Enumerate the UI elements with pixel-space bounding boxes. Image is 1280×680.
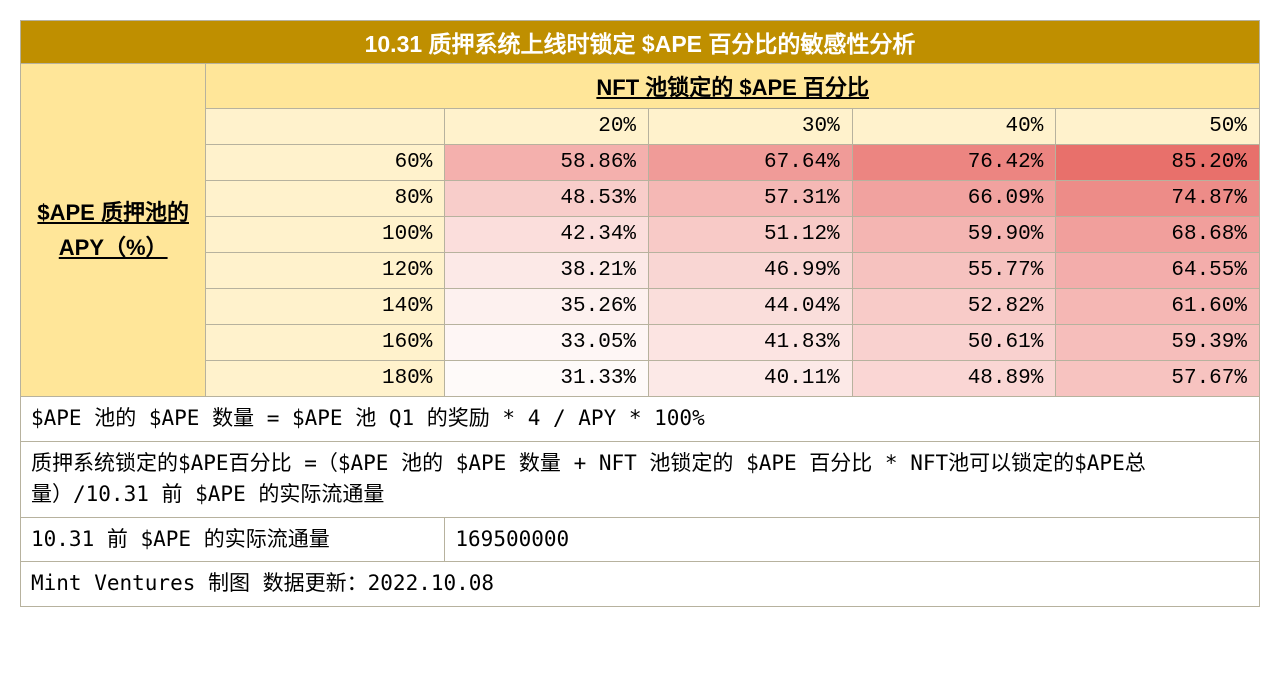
col-axis-label: NFT 池锁定的 $APE 百分比 bbox=[206, 64, 1260, 109]
formula-row-2: 质押系统锁定的$APE百分比 =（$APE 池的 $APE 数量 + NFT 池… bbox=[21, 441, 1260, 517]
data-cell: 41.83% bbox=[649, 325, 853, 361]
data-cell: 59.90% bbox=[852, 217, 1056, 253]
row-header: 120% bbox=[206, 253, 445, 289]
data-cell: 74.87% bbox=[1056, 181, 1260, 217]
formula-1: $APE 池的 $APE 数量 = $APE 池 Q1 的奖励 * 4 / AP… bbox=[21, 397, 1260, 442]
formula-2: 质押系统锁定的$APE百分比 =（$APE 池的 $APE 数量 + NFT 池… bbox=[21, 441, 1260, 517]
data-row: 120% 38.21% 46.99% 55.77% 64.55% bbox=[21, 253, 1260, 289]
data-cell: 61.60% bbox=[1056, 289, 1260, 325]
title-row: 10.31 质押系统上线时锁定 $APE 百分比的敏感性分析 bbox=[21, 21, 1260, 64]
data-row: 80% 48.53% 57.31% 66.09% 74.87% bbox=[21, 181, 1260, 217]
data-cell: 57.31% bbox=[649, 181, 853, 217]
supply-label: 10.31 前 $APE 的实际流通量 bbox=[21, 517, 445, 562]
data-cell: 52.82% bbox=[852, 289, 1056, 325]
row-header: 80% bbox=[206, 181, 445, 217]
data-cell: 33.05% bbox=[445, 325, 649, 361]
col-headers-row: 20% 30% 40% 50% bbox=[21, 109, 1260, 145]
data-cell: 48.89% bbox=[852, 361, 1056, 397]
data-cell: 55.77% bbox=[852, 253, 1056, 289]
data-row: 140% 35.26% 44.04% 52.82% 61.60% bbox=[21, 289, 1260, 325]
corner-cell bbox=[206, 109, 445, 145]
data-cell: 40.11% bbox=[649, 361, 853, 397]
data-row: 180% 31.33% 40.11% 48.89% 57.67% bbox=[21, 361, 1260, 397]
data-cell: 50.61% bbox=[852, 325, 1056, 361]
data-cell: 64.55% bbox=[1056, 253, 1260, 289]
row-header: 160% bbox=[206, 325, 445, 361]
data-cell: 38.21% bbox=[445, 253, 649, 289]
data-cell: 44.04% bbox=[649, 289, 853, 325]
data-cell: 76.42% bbox=[852, 145, 1056, 181]
col-header: 20% bbox=[445, 109, 649, 145]
col-header: 40% bbox=[852, 109, 1056, 145]
row-header: 60% bbox=[206, 145, 445, 181]
col-header: 30% bbox=[649, 109, 853, 145]
row-header: 180% bbox=[206, 361, 445, 397]
data-cell: 59.39% bbox=[1056, 325, 1260, 361]
data-cell: 46.99% bbox=[649, 253, 853, 289]
formula-row-1: $APE 池的 $APE 数量 = $APE 池 Q1 的奖励 * 4 / AP… bbox=[21, 397, 1260, 442]
data-cell: 35.26% bbox=[445, 289, 649, 325]
data-cell: 31.33% bbox=[445, 361, 649, 397]
data-cell: 66.09% bbox=[852, 181, 1056, 217]
data-cell: 58.86% bbox=[445, 145, 649, 181]
data-cell: 68.68% bbox=[1056, 217, 1260, 253]
col-header: 50% bbox=[1056, 109, 1260, 145]
data-row: 100% 42.34% 51.12% 59.90% 68.68% bbox=[21, 217, 1260, 253]
row-header: 140% bbox=[206, 289, 445, 325]
row-axis-label: $APE 质押池的 APY（%） bbox=[21, 64, 206, 397]
data-cell: 67.64% bbox=[649, 145, 853, 181]
col-axis-row: $APE 质押池的 APY（%） NFT 池锁定的 $APE 百分比 bbox=[21, 64, 1260, 109]
data-cell: 51.12% bbox=[649, 217, 853, 253]
credit-text: Mint Ventures 制图 数据更新：2022.10.08 bbox=[21, 562, 1260, 607]
supply-value: 169500000 bbox=[445, 517, 1260, 562]
data-cell: 85.20% bbox=[1056, 145, 1260, 181]
data-row: 160% 33.05% 41.83% 50.61% 59.39% bbox=[21, 325, 1260, 361]
data-cell: 42.34% bbox=[445, 217, 649, 253]
supply-row: 10.31 前 $APE 的实际流通量 169500000 bbox=[21, 517, 1260, 562]
data-row: 60% 58.86% 67.64% 76.42% 85.20% bbox=[21, 145, 1260, 181]
table-title: 10.31 质押系统上线时锁定 $APE 百分比的敏感性分析 bbox=[21, 21, 1260, 64]
sensitivity-table: 10.31 质押系统上线时锁定 $APE 百分比的敏感性分析 $APE 质押池的… bbox=[20, 20, 1260, 607]
row-header: 100% bbox=[206, 217, 445, 253]
credit-row: Mint Ventures 制图 数据更新：2022.10.08 bbox=[21, 562, 1260, 607]
data-cell: 57.67% bbox=[1056, 361, 1260, 397]
data-cell: 48.53% bbox=[445, 181, 649, 217]
